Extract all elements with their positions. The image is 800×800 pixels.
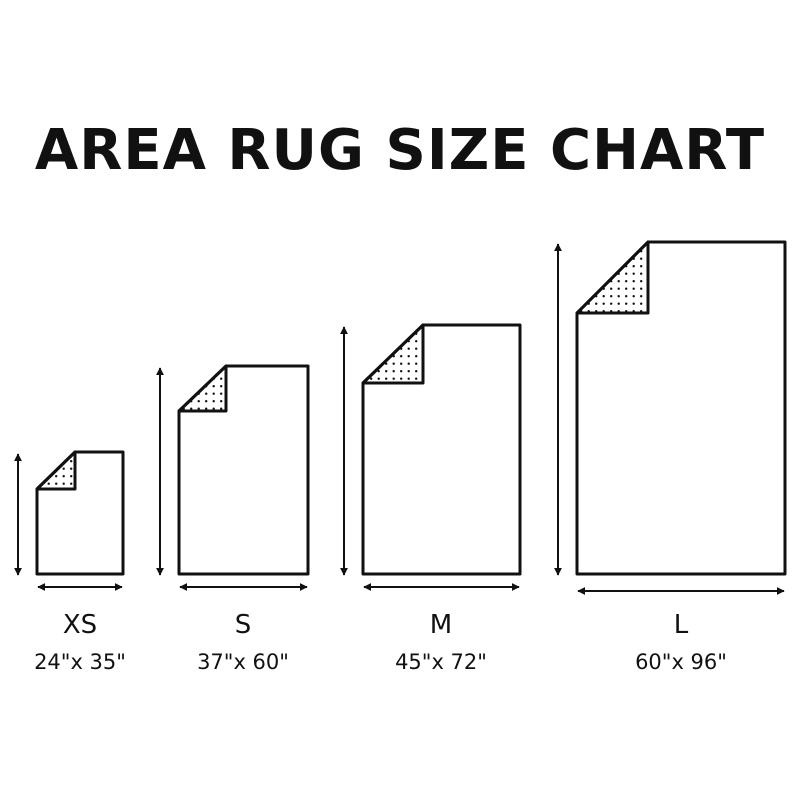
rug-xs-folded-corner <box>35 450 77 491</box>
dimensions-xs: 24"x 35" <box>34 650 126 674</box>
rug-s-folded-corner <box>177 364 228 413</box>
rug-m-folded-corner <box>361 323 425 385</box>
size-label-s: S <box>234 610 252 640</box>
dimensions-l: 60"x 96" <box>635 650 727 674</box>
dimensions-s: 37"x 60" <box>197 650 289 674</box>
chart-title: AREA RUG SIZE CHART <box>34 118 766 183</box>
dimensions-m: 45"x 72" <box>395 650 487 674</box>
rug-l-folded-corner <box>575 240 650 315</box>
size-label-m: M <box>429 610 453 640</box>
size-label-l: L <box>673 610 689 640</box>
size-label-xs: XS <box>62 610 98 640</box>
rug-xs-outline <box>35 450 125 576</box>
